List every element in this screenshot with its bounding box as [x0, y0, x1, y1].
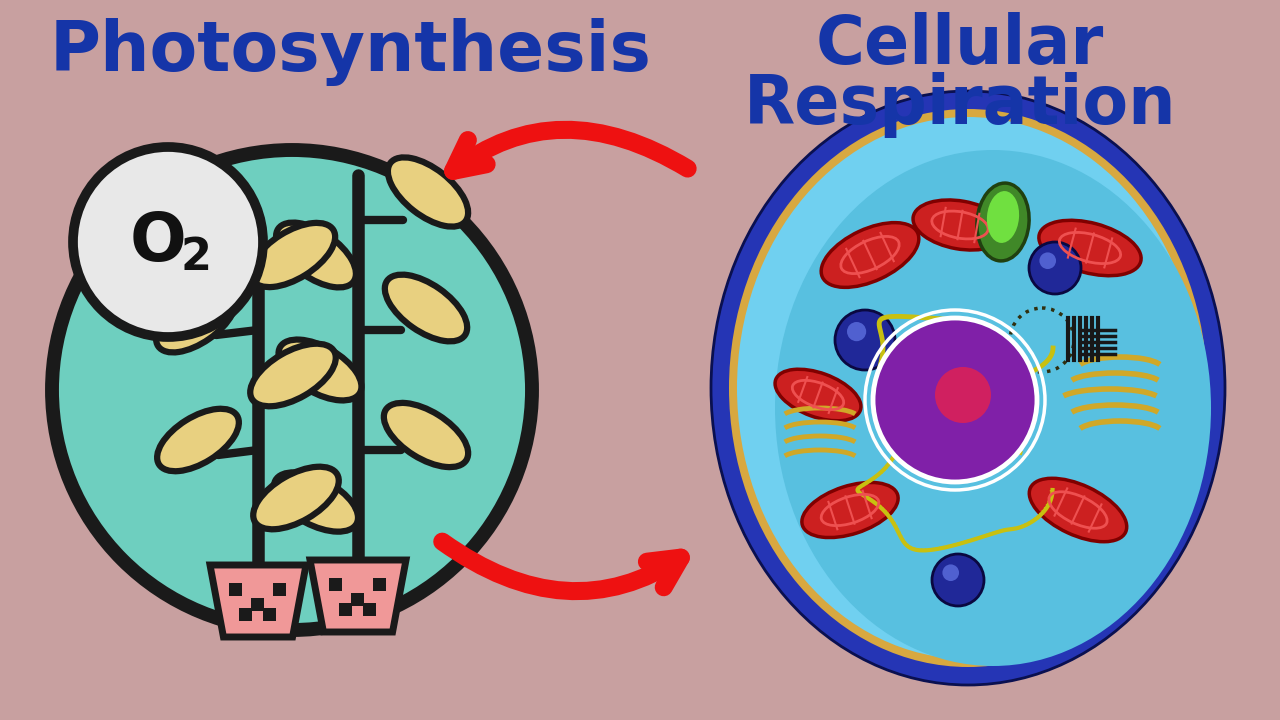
Text: Photosynthesis: Photosynthesis	[50, 18, 652, 86]
Bar	[229, 583, 242, 596]
Ellipse shape	[276, 222, 356, 287]
Ellipse shape	[776, 369, 861, 420]
Bar	[239, 608, 252, 621]
Ellipse shape	[279, 340, 361, 400]
Ellipse shape	[822, 222, 919, 287]
Ellipse shape	[801, 482, 899, 538]
Circle shape	[932, 554, 984, 606]
Text: Cellular: Cellular	[815, 12, 1105, 78]
Ellipse shape	[987, 191, 1019, 243]
Text: O: O	[129, 209, 187, 275]
Ellipse shape	[251, 223, 335, 287]
Ellipse shape	[385, 274, 467, 341]
Ellipse shape	[156, 287, 236, 352]
Ellipse shape	[384, 403, 468, 467]
Ellipse shape	[737, 117, 1199, 659]
Ellipse shape	[388, 158, 468, 227]
Circle shape	[835, 310, 895, 370]
Ellipse shape	[977, 183, 1029, 261]
Circle shape	[73, 147, 262, 337]
Ellipse shape	[1039, 220, 1142, 276]
Text: 2: 2	[180, 236, 211, 279]
Bar	[364, 603, 376, 616]
Circle shape	[934, 367, 991, 423]
Circle shape	[1039, 253, 1056, 269]
Polygon shape	[310, 560, 406, 632]
Ellipse shape	[730, 109, 1207, 667]
Bar	[372, 578, 387, 591]
Bar	[251, 598, 264, 611]
Circle shape	[52, 150, 532, 630]
Bar	[339, 603, 352, 616]
Polygon shape	[210, 565, 306, 637]
Ellipse shape	[710, 91, 1225, 685]
Ellipse shape	[274, 472, 358, 531]
Ellipse shape	[913, 200, 1007, 250]
Ellipse shape	[253, 467, 339, 529]
Ellipse shape	[774, 150, 1211, 666]
Bar	[262, 608, 276, 621]
Ellipse shape	[157, 409, 239, 471]
Circle shape	[942, 564, 959, 581]
Bar	[273, 583, 285, 596]
Circle shape	[847, 322, 867, 341]
Circle shape	[1029, 242, 1082, 294]
Ellipse shape	[250, 343, 335, 406]
Circle shape	[873, 318, 1037, 482]
Bar	[351, 593, 364, 606]
Text: Respiration: Respiration	[744, 72, 1176, 138]
Ellipse shape	[1029, 478, 1126, 541]
Bar	[329, 578, 342, 591]
